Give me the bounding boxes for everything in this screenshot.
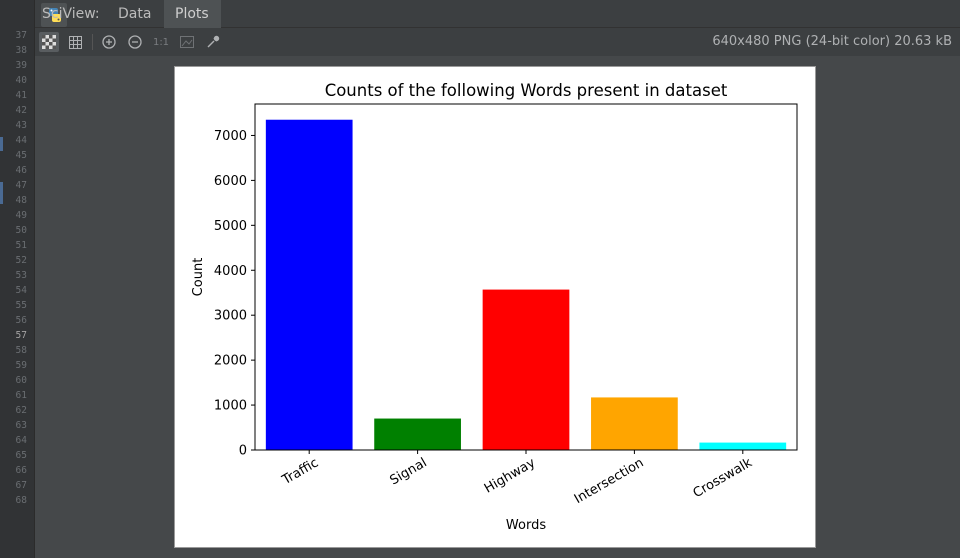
grid-icon[interactable] xyxy=(65,32,85,52)
sciview-header: SciView: Data Plots xyxy=(35,0,960,28)
checkerboard-icon[interactable] xyxy=(39,32,59,52)
actual-size-icon[interactable]: 1:1 xyxy=(152,36,170,48)
bar-signal xyxy=(374,418,461,450)
color-picker-icon[interactable] xyxy=(203,32,223,52)
y-tick-label: 0 xyxy=(239,444,247,459)
python-logo-icon xyxy=(41,3,67,27)
tab-data[interactable]: Data xyxy=(118,6,152,22)
line-number: 67 xyxy=(15,480,27,491)
line-number: 41 xyxy=(15,90,27,101)
y-tick-label: 3000 xyxy=(214,309,247,324)
line-number: 55 xyxy=(15,300,27,311)
line-number: 50 xyxy=(15,225,27,236)
x-axis-label: Words xyxy=(506,518,546,533)
line-number: 65 xyxy=(15,450,27,461)
line-number: 37 xyxy=(15,30,27,41)
line-number-gutter: 37 38 39 40 41 42 43 44 45 46 47 48 49 50 51 52 53 54 55 56… xyxy=(0,0,35,558)
x-tick-label: Signal xyxy=(388,455,430,488)
line-number: 59 xyxy=(15,360,27,371)
tab-plots[interactable]: Plots xyxy=(164,0,221,28)
line-number: 43 xyxy=(15,120,27,131)
line-number: 51 xyxy=(15,240,27,251)
x-tick-label: Crosswalk xyxy=(691,455,756,501)
line-number: 53 xyxy=(15,270,27,281)
bar-chart: Counts of the following Words present in… xyxy=(191,81,798,533)
line-number: 49 xyxy=(15,210,27,221)
line-number: 64 xyxy=(15,435,27,446)
line-number: 58 xyxy=(15,345,27,356)
y-axis-label: Count xyxy=(191,258,206,297)
line-number: 52 xyxy=(15,255,27,266)
x-tick-label: Highway xyxy=(482,455,538,496)
line-number: 63 xyxy=(15,420,27,431)
image-info-text: 640x480 PNG (24-bit color) 20.63 kB xyxy=(712,34,952,49)
line-number: 38 xyxy=(15,45,27,56)
sciview-label: SciView: xyxy=(42,6,100,22)
plot-image: Counts of the following Words present in… xyxy=(174,66,816,548)
line-number: 61 xyxy=(15,390,27,401)
fit-image-icon[interactable] xyxy=(177,32,197,52)
y-tick-label: 1000 xyxy=(214,399,247,414)
toolbar-separator xyxy=(92,34,93,50)
line-number: 48 xyxy=(15,195,27,206)
line-number: 40 xyxy=(15,75,27,86)
line-number: 60 xyxy=(15,375,27,386)
line-number: 68 xyxy=(15,495,27,506)
change-marker xyxy=(0,182,3,204)
line-number: 66 xyxy=(15,465,27,476)
line-number: 57 xyxy=(15,330,27,341)
chart-title: Counts of the following Words present in… xyxy=(325,81,728,100)
bar-traffic xyxy=(265,119,353,451)
y-tick-label: 4000 xyxy=(214,264,247,279)
bar-highway xyxy=(482,289,570,450)
y-tick-label: 6000 xyxy=(214,174,247,189)
change-marker xyxy=(0,137,3,151)
bar-crosswalk xyxy=(699,442,787,450)
zoom-in-icon[interactable] xyxy=(99,32,119,52)
y-tick-label: 7000 xyxy=(214,129,247,144)
line-number: 47 xyxy=(15,180,27,191)
line-number: 62 xyxy=(15,405,27,416)
line-number: 45 xyxy=(15,150,27,161)
line-number: 56 xyxy=(15,315,27,326)
line-number: 42 xyxy=(15,105,27,116)
line-number: 46 xyxy=(15,165,27,176)
bar-intersection xyxy=(591,397,678,450)
x-tick-label: Traffic xyxy=(279,455,321,488)
image-toolbar: 1:1 640x480 PNG (24-bit color) 20.63 kB xyxy=(35,28,960,56)
line-number: 39 xyxy=(15,60,27,71)
y-tick-label: 2000 xyxy=(214,354,247,369)
y-tick-label: 5000 xyxy=(214,219,247,234)
x-tick-label: Intersection xyxy=(572,455,646,507)
line-number: 44 xyxy=(15,135,27,146)
line-number: 54 xyxy=(15,285,27,296)
zoom-out-icon[interactable] xyxy=(125,32,145,52)
